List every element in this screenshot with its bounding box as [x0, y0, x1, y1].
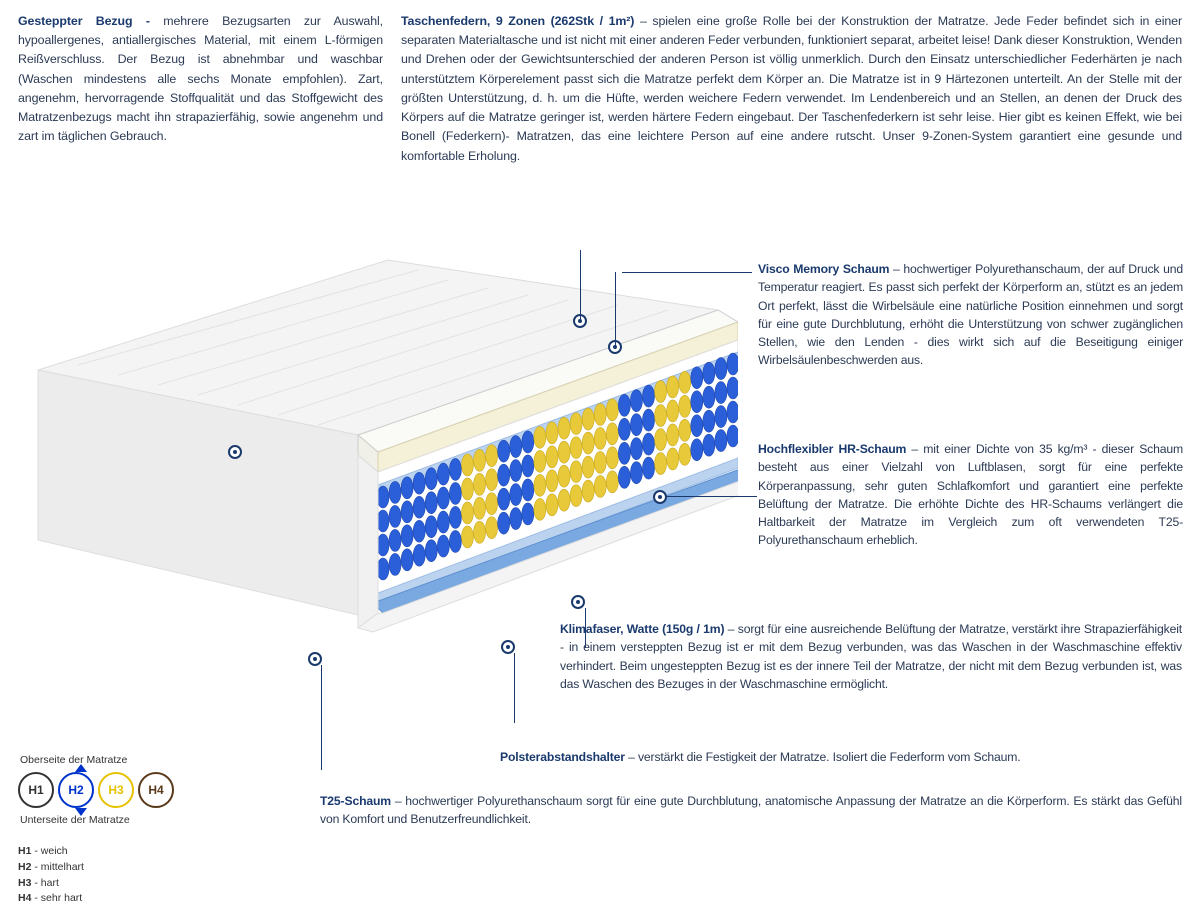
hardness-h1: H1	[18, 772, 54, 808]
marker-polster	[501, 640, 515, 654]
top-right-col: Taschenfedern, 9 Zonen (262Stk / 1m²) – …	[401, 12, 1182, 166]
hardness-h3: H3	[98, 772, 134, 808]
legend-list: H1 - weichH2 - mittelhartH3 - hartH4 - s…	[18, 844, 238, 907]
callout-visco: Visco Memory Schaum – hochwertiger Polyu…	[758, 260, 1183, 370]
hardness-h4: H4	[138, 772, 174, 808]
callout-t25: T25-Schaum – hochwertiger Polyurethansch…	[320, 792, 1182, 829]
legend-item: H3 - hart	[18, 876, 238, 892]
arrow-down-icon	[75, 808, 87, 816]
springs-body: – spielen eine große Rolle bei der Konst…	[401, 14, 1182, 163]
callout-klima: Klimafaser, Watte (150g / 1m) – sorgt fü…	[560, 620, 1182, 693]
marker-hr	[653, 490, 667, 504]
hardness-h2: H2	[58, 772, 94, 808]
marker-klima	[571, 595, 585, 609]
marker-t25	[308, 652, 322, 666]
marker-cover	[228, 445, 242, 459]
cover-body: mehrere Bezugsarten zur Auswahl, hypoall…	[18, 14, 383, 143]
arrow-up-icon	[75, 764, 87, 772]
legend-bottom-label: Unterseite der Matratze	[20, 814, 238, 826]
callout-polster: Polsterabstandshalter – verstärkt die Fe…	[500, 748, 1182, 766]
top-left-col: Gesteppter Bezug - mehrere Bezugsarten z…	[18, 12, 383, 166]
legend-item: H1 - weich	[18, 844, 238, 860]
top-description: Gesteppter Bezug - mehrere Bezugsarten z…	[0, 0, 1200, 172]
mattress-svg	[18, 240, 738, 660]
legend-top-label: Oberseite der Matratze	[20, 754, 238, 766]
hardness-legend: Oberseite der Matratze H1H2H3H4 Untersei…	[18, 754, 238, 907]
cover-lead: Gesteppter Bezug -	[18, 14, 163, 28]
springs-lead: Taschenfedern, 9 Zonen (262Stk / 1m²)	[401, 14, 640, 28]
callout-hr: Hochflexibler HR-Schaum – mit einer Dich…	[758, 440, 1183, 550]
legend-circles: H1H2H3H4	[18, 772, 238, 808]
legend-item: H2 - mittelhart	[18, 860, 238, 876]
